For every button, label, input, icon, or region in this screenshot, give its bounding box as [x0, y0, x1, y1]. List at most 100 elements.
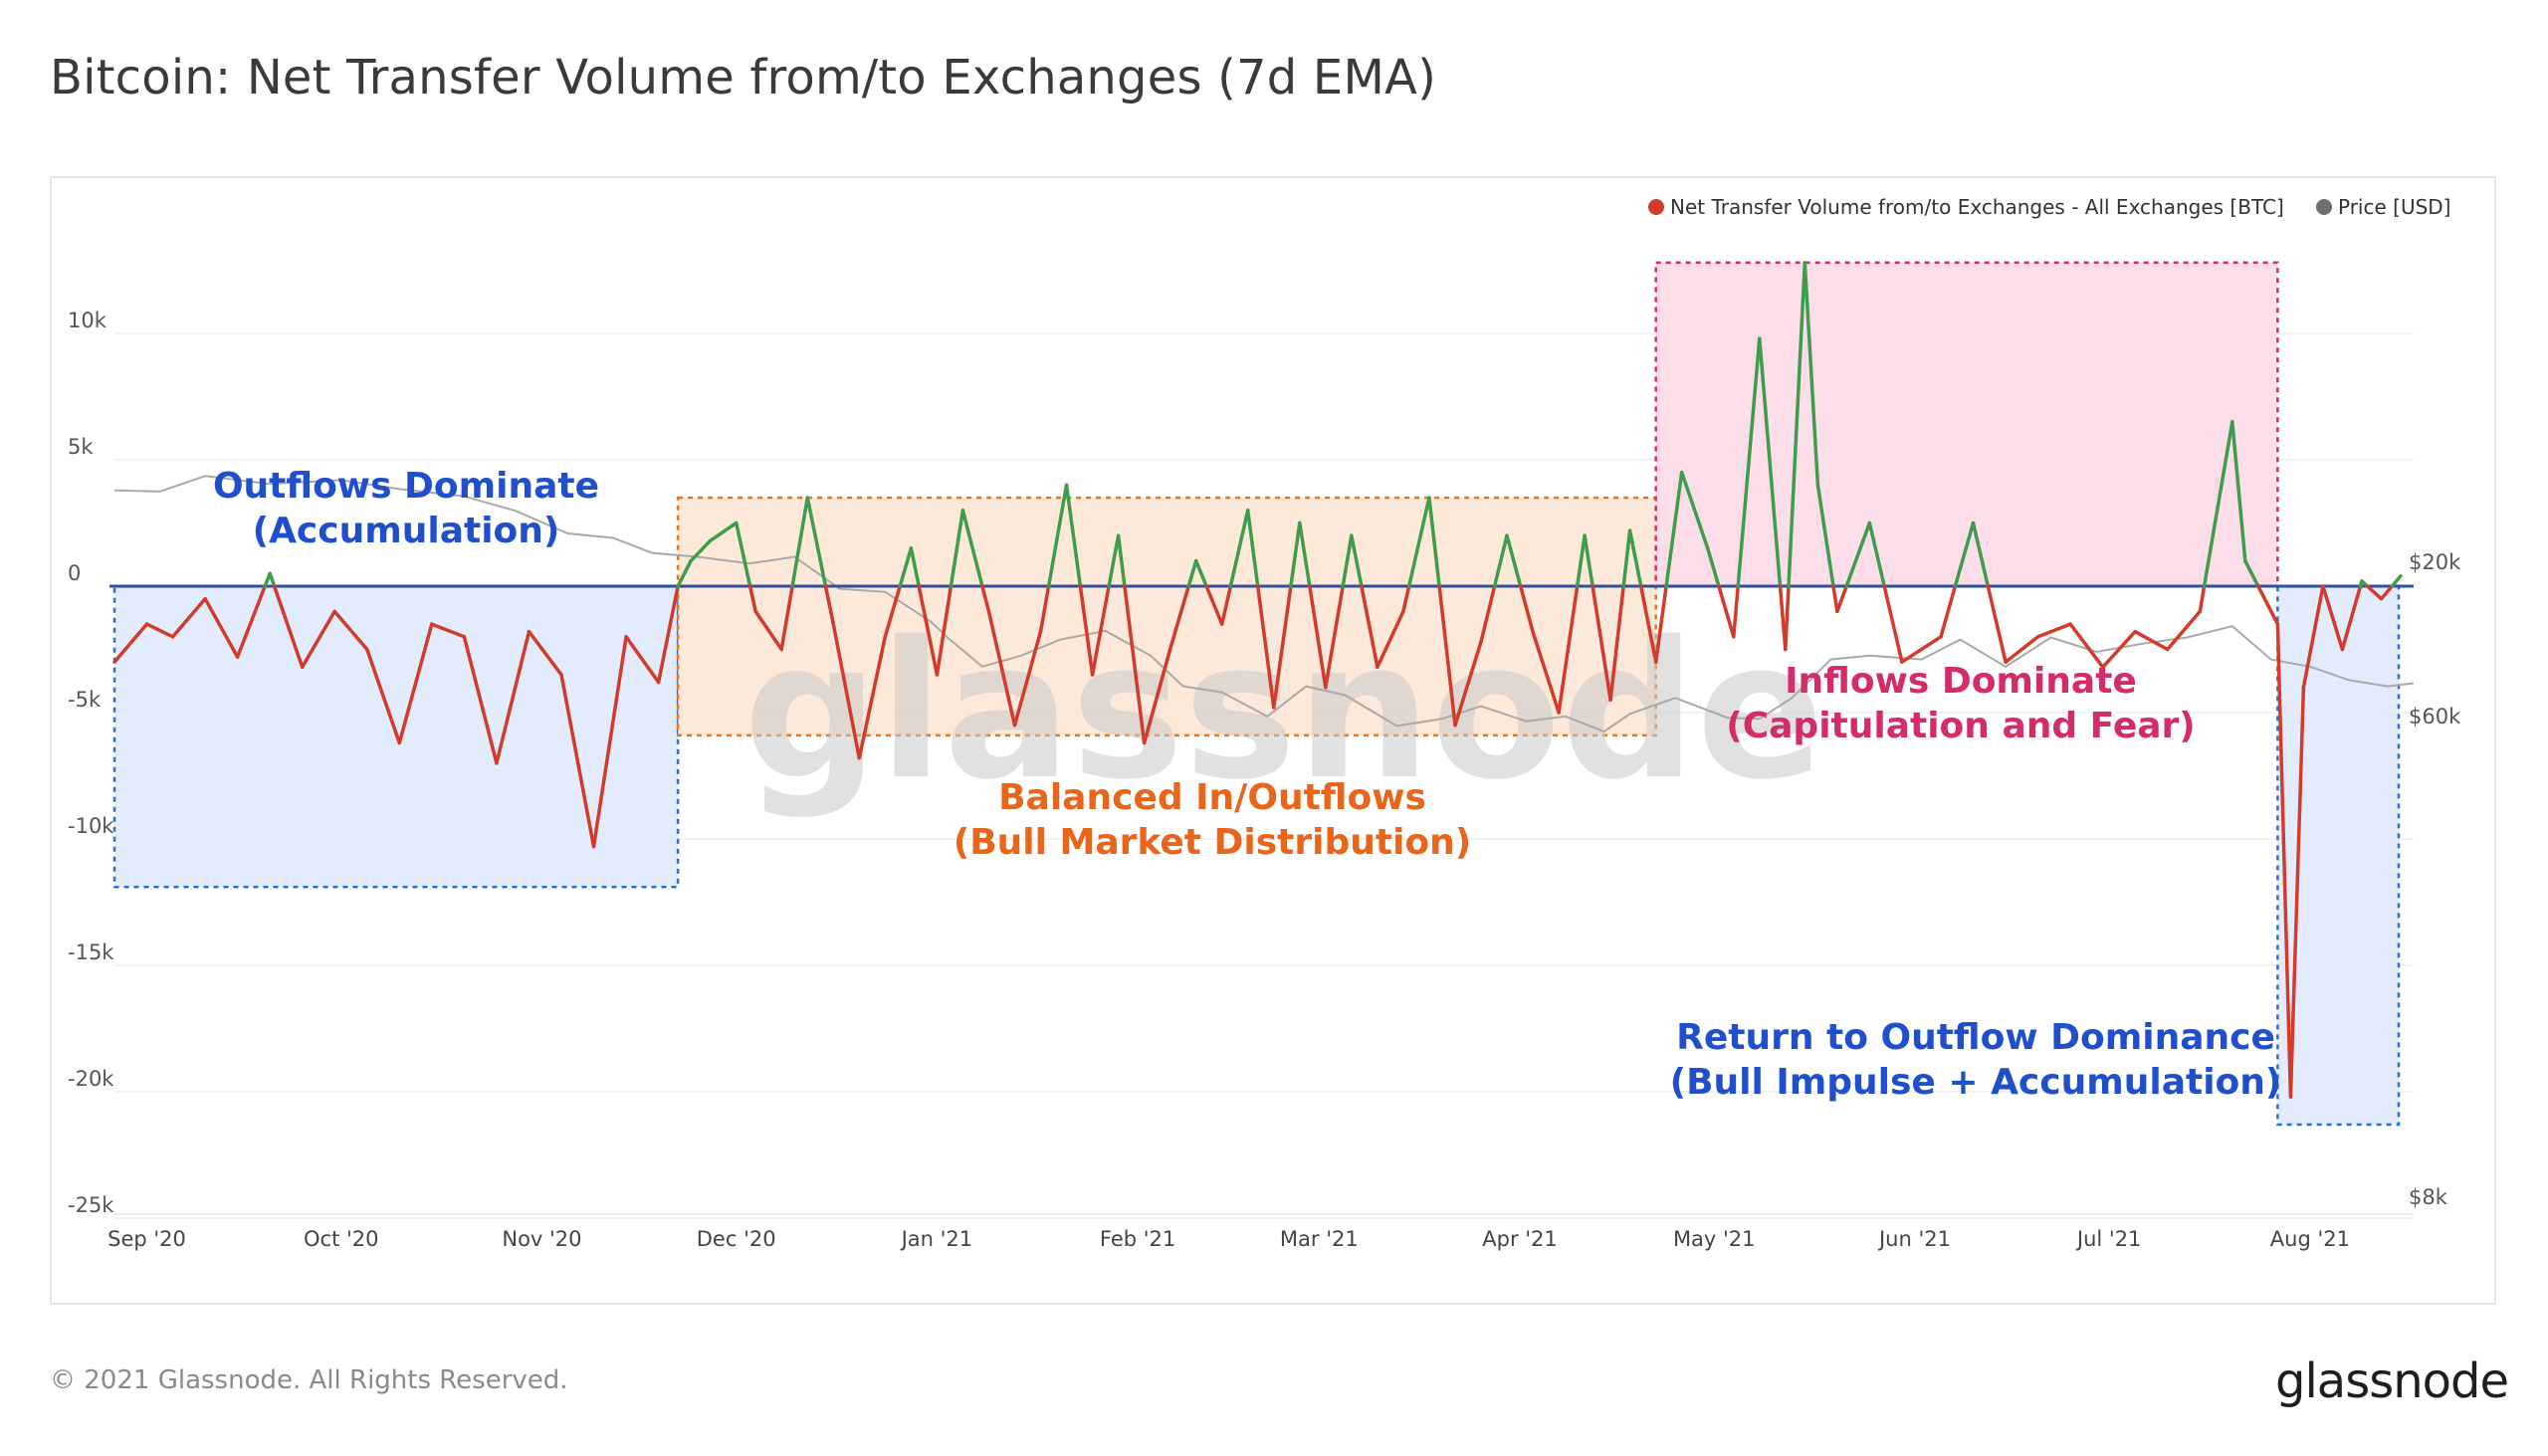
netflow-segment: [1831, 584, 1839, 614]
x-tick-label: Oct '20: [304, 1227, 378, 1251]
annotation-return-line: Return to Outflow Dominance: [1676, 1017, 2275, 1058]
netflow-series: [112, 261, 2403, 1099]
netflow-segment: [1298, 520, 1312, 588]
netflow-segment: [1882, 584, 1904, 664]
netflow-segment: [1627, 528, 1643, 588]
netflow-segment: [2288, 685, 2306, 1099]
netflow-segment: [1591, 584, 1612, 703]
annotation-inflows-line: (Capitulation and Fear): [1726, 706, 2195, 746]
netflow-segment: [708, 520, 739, 543]
annotation-return-line: (Bull Impulse + Accumulation): [1670, 1062, 2282, 1103]
price-line: [113, 475, 2415, 733]
netflow-segment: [527, 629, 563, 677]
netflow-segment: [2243, 558, 2260, 588]
y-right-tick-label: $20k: [2409, 550, 2461, 574]
chart-frame: [50, 176, 2496, 1305]
netflow-segment: [1717, 584, 1736, 639]
netflow-segment: [300, 609, 336, 670]
y-right-tick-label: $8k: [2409, 1185, 2448, 1209]
netflow-segment: [1736, 336, 1762, 588]
annotation-balanced-line: Balanced In/Outflows: [998, 777, 1426, 818]
y-left-tick-label: 10k: [68, 309, 107, 332]
netflow-segment: [1787, 261, 1807, 588]
x-tick-label: Jan '21: [900, 1227, 973, 1251]
netflow-segment: [1705, 546, 1721, 588]
legend[interactable]: Net Transfer Volume from/to Exchanges - …: [1648, 195, 2451, 219]
netflow-segment: [1679, 470, 1710, 550]
y-left-tick-label: 5k: [68, 435, 94, 459]
y-axis-left: 10k 5k 0 -5k -10k -15k -20k -25k: [68, 309, 114, 1217]
netflow-segment: [1107, 533, 1121, 588]
netflow-segment: [734, 520, 752, 588]
netflow-segment: [1401, 584, 1411, 614]
netflow-segment: [857, 635, 888, 760]
netflow-segment: [2321, 584, 2345, 652]
netflow-segment: [1245, 509, 1260, 588]
netflow-segment: [883, 584, 902, 639]
x-axis: Sep '20 Oct '20 Nov '20 Dec '20 Jan '21 Feb '…: [107, 1213, 2414, 1251]
x-tick-label: Sep '20: [107, 1227, 186, 1251]
netflow-segment: [591, 635, 628, 849]
netflow-segment: [2100, 629, 2137, 670]
netflow-segment: [1575, 533, 1587, 588]
netflow-segment: [935, 584, 954, 677]
netflow-segment: [1784, 584, 1791, 652]
netflow-segment: [2202, 420, 2234, 588]
netflow-segment: [2379, 584, 2395, 601]
netflow-segment: [268, 571, 277, 588]
netflow-segment: [1844, 520, 1872, 588]
netflow-segment: [1204, 584, 1224, 626]
netflow-segment: [1638, 584, 1658, 664]
netflow-segment: [747, 584, 757, 614]
netflow-segment: [112, 622, 149, 664]
netflow-segment: [1437, 584, 1457, 728]
netflow-segment: [805, 496, 828, 588]
netflow-segment: [1479, 584, 1497, 644]
netflow-segment: [1228, 509, 1250, 588]
x-tick-label: Jul '21: [2075, 1227, 2142, 1251]
netflow-segment: [1064, 483, 1083, 588]
legend-label-price: Price [USD]: [2338, 195, 2451, 219]
netflow-segment: [960, 509, 984, 588]
netflow-segment: [1193, 558, 1208, 588]
netflow-segment: [1453, 640, 1483, 728]
netflow-segment: [1350, 533, 1364, 588]
legend-marker-netflow: [1648, 199, 1664, 215]
netflow-segment: [986, 609, 1017, 728]
netflow-segment: [790, 496, 810, 588]
netflow-segment: [779, 584, 794, 652]
y-left-tick-label: -25k: [68, 1193, 114, 1217]
netflow-segment: [1664, 470, 1684, 588]
netflow-segment: [144, 622, 175, 639]
netflow-segment: [1815, 483, 1835, 588]
annotations: Outflows Dominate(Accumulation) Balanced …: [213, 466, 2281, 1103]
netflow-segment: [1986, 584, 2008, 664]
netflow-segment: [1732, 584, 1740, 639]
netflow-segment: [235, 584, 267, 659]
netflow-segment: [1492, 533, 1509, 588]
netflow-segment: [2230, 420, 2247, 563]
netflow-segment: [1427, 496, 1441, 588]
netflow-segment: [2198, 584, 2207, 614]
x-tick-label: Dec '20: [697, 1227, 776, 1251]
legend-label-netflow: Net Transfer Volume from/to Exchanges - …: [1670, 195, 2284, 219]
netflow-segment: [1123, 584, 1147, 745]
netflow-segment: [1078, 584, 1095, 677]
netflow-segment: [1583, 533, 1594, 588]
netflow-segment: [1758, 336, 1783, 588]
netflow-segment: [462, 635, 499, 765]
netflow-segment: [1046, 483, 1069, 588]
netflow-segment: [2165, 609, 2203, 652]
netflow-segment: [2340, 584, 2363, 652]
netflow-segment: [430, 622, 467, 639]
x-tick-label: Feb '21: [1100, 1227, 1175, 1251]
x-tick-label: Aug '21: [2270, 1227, 2350, 1251]
netflow-segment: [1557, 584, 1580, 715]
x-tick-label: May '21: [1673, 1227, 1756, 1251]
netflow-segment: [1142, 647, 1172, 745]
netflow-segment: [1360, 584, 1380, 670]
netflow-segment: [1621, 528, 1632, 588]
y-axis-right: $60k $20k $8k: [2409, 550, 2461, 1209]
netflow-segment: [2365, 584, 2384, 601]
y-right-tick-label: $60k: [2409, 705, 2461, 728]
